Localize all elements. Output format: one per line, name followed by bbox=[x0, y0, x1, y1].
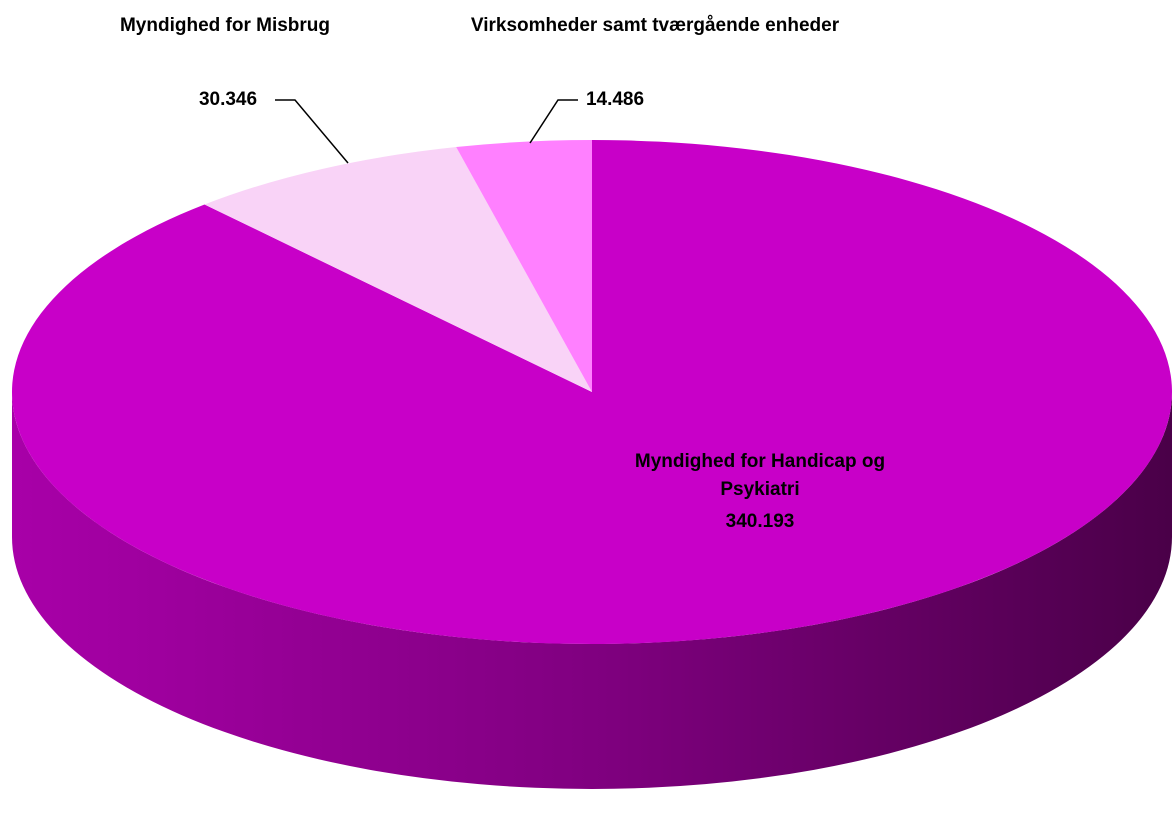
pie-slice bbox=[456, 140, 592, 392]
value-label: 30.346 bbox=[199, 89, 257, 110]
category-label: Myndighed for Misbrug bbox=[119, 15, 331, 36]
label-box: Myndighed for Misbrug bbox=[119, 15, 331, 36]
label-box: Virksomheder samt tværgående enheder bbox=[470, 15, 840, 36]
pie-slice bbox=[204, 147, 592, 392]
value-label: 340.193 bbox=[726, 511, 795, 532]
value-label: 14.486 bbox=[586, 89, 644, 110]
category-label: Virksomheder samt tværgående enheder bbox=[470, 15, 840, 36]
leader-line bbox=[529, 99, 578, 144]
pie-side bbox=[12, 392, 1172, 789]
label-box: Myndighed for Handicap og Psykiatri bbox=[634, 451, 886, 500]
category-label: Myndighed for Handicap og Psykiatri bbox=[634, 451, 886, 500]
leader-line bbox=[275, 99, 349, 164]
